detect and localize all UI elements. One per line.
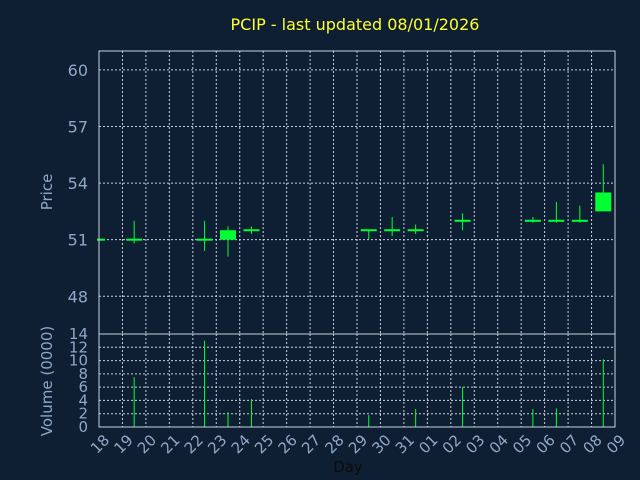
candles (97, 164, 612, 257)
price-tick-label: 60 (68, 61, 88, 80)
x-tick-label: 30 (368, 431, 394, 457)
x-tick-label: 26 (275, 431, 301, 457)
candle-08 (595, 164, 612, 212)
candle-body (571, 219, 588, 222)
x-tick-label: 29 (345, 431, 371, 457)
candle-18 (97, 238, 105, 241)
chart-title: PCIP - last updated 08/01/2026 (231, 15, 480, 34)
candle-07 (571, 205, 588, 223)
candle-body (360, 229, 377, 232)
price-tick-label: 57 (68, 117, 88, 136)
candle-24 (243, 226, 260, 235)
candle-body (454, 219, 471, 222)
candle-06 (548, 201, 565, 223)
x-axis-label: Day (333, 458, 363, 476)
x-tick-label: 09 (603, 431, 629, 457)
candle-22 (196, 220, 213, 251)
x-tick-label: 23 (204, 431, 230, 457)
candle-30 (384, 217, 401, 236)
candle-19 (126, 220, 143, 244)
volume-bars (133, 340, 604, 427)
price-y-ticks: 60 57 54 51 48 (68, 61, 88, 306)
x-tick-label: 21 (157, 431, 183, 457)
x-tick-label: 03 (462, 431, 488, 457)
x-tick-label: 27 (298, 431, 324, 457)
price-tick-label: 48 (68, 287, 88, 306)
x-tick-label: 19 (110, 431, 136, 457)
candle-body (407, 229, 424, 232)
volume-tick-label: 2 (78, 405, 88, 423)
candle-body (126, 238, 143, 241)
x-tick-label: 20 (134, 431, 160, 457)
x-tick-label: 22 (181, 431, 207, 457)
candle-02 (454, 213, 471, 231)
candle-body (196, 238, 213, 241)
candle-body (220, 230, 236, 240)
candle-body (97, 238, 105, 241)
candle-23 (220, 226, 236, 257)
x-tick-label: 24 (228, 431, 254, 457)
x-tick-label: 06 (533, 431, 559, 457)
candle-31 (407, 224, 424, 235)
candle-body (384, 229, 401, 232)
x-tick-label: 01 (415, 431, 441, 457)
candle-body (595, 192, 612, 212)
x-tick-label: 04 (486, 431, 512, 457)
candle-body (548, 219, 565, 222)
x-tick-label: 31 (392, 431, 418, 457)
volume-grid (99, 334, 615, 427)
x-ticks: 1819202122232425262728293031010203040506… (87, 431, 629, 457)
volume-tick-label: 14 (69, 325, 88, 343)
volume-tick-label: 0 (78, 418, 88, 436)
volume-tick-label: 4 (78, 391, 88, 409)
candle-05 (524, 217, 541, 223)
candle-body (243, 229, 260, 232)
volume-panel-frame (98, 333, 616, 428)
x-tick-label: 18 (87, 431, 113, 457)
volume-tick-label: 6 (78, 378, 88, 396)
x-tick-label: 28 (322, 431, 348, 457)
x-tick-label: 05 (509, 431, 535, 457)
x-tick-label: 25 (251, 431, 277, 457)
price-grid (99, 51, 615, 334)
x-tick-label: 08 (580, 431, 606, 457)
volume-tick-label: 8 (78, 365, 88, 383)
volume-tick-label: 12 (69, 338, 88, 356)
price-tick-label: 54 (68, 174, 88, 193)
candle-29 (360, 229, 377, 240)
price-axis-label: Price (38, 174, 56, 211)
volume-axis-label: Volume (0000) (38, 326, 56, 436)
volume-tick-label: 10 (69, 352, 88, 370)
x-tick-label: 02 (439, 431, 465, 457)
price-tick-label: 51 (68, 231, 88, 250)
candle-body (524, 219, 541, 222)
x-tick-label: 07 (556, 431, 582, 457)
